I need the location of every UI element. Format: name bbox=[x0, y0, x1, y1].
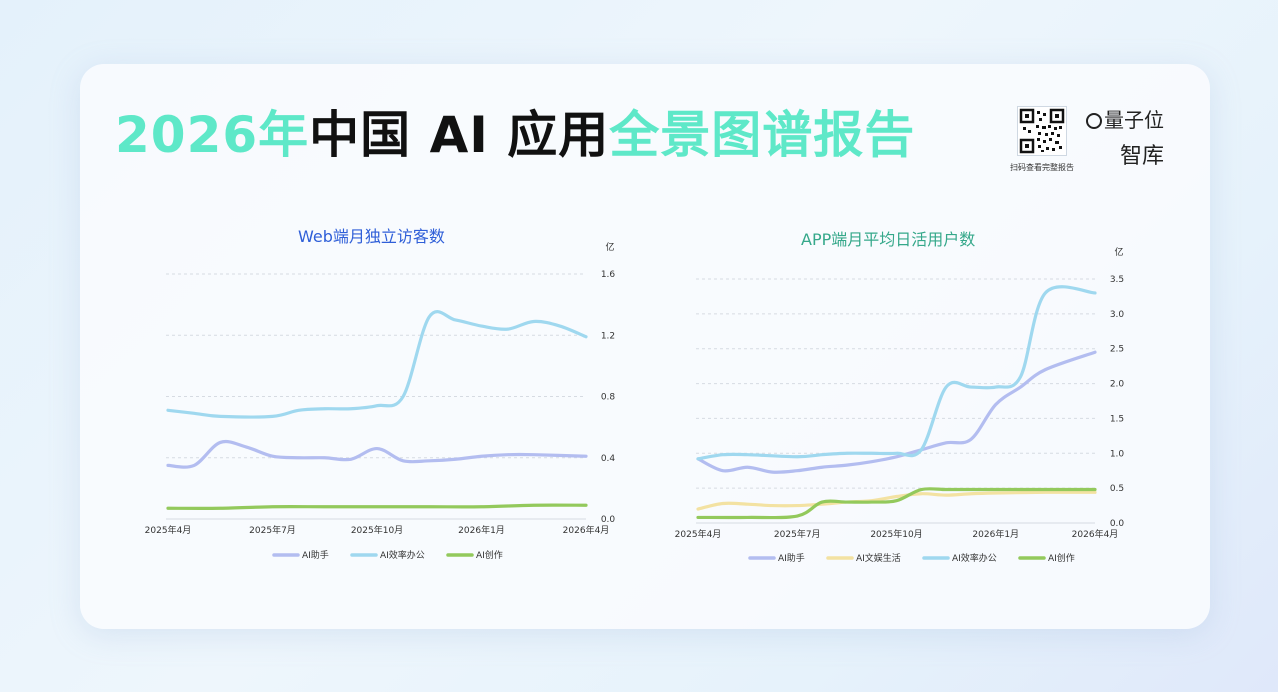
report-card bbox=[80, 64, 1210, 629]
chart-left-title: Web端月独立访客数 bbox=[298, 227, 445, 246]
legend-label: AI助手 bbox=[302, 549, 329, 561]
y-tick-label: 2.0 bbox=[1110, 380, 1125, 390]
y-tick-label: 1.6 bbox=[601, 270, 616, 280]
y-tick-label: 3.5 bbox=[1110, 275, 1124, 285]
series-line-3 bbox=[696, 487, 1097, 520]
legend-label: AI创作 bbox=[476, 549, 503, 561]
legend-label: AI文娱生活 bbox=[856, 552, 901, 564]
qr-caption: 扫码查看完整报告 bbox=[1010, 163, 1074, 172]
x-tick-label: 2025年10月 bbox=[870, 528, 922, 540]
x-tick-label: 2026年4月 bbox=[1072, 528, 1119, 540]
brand-logo: 量子位 bbox=[1086, 104, 1164, 133]
x-tick-label: 2026年1月 bbox=[458, 524, 505, 536]
series-line-2 bbox=[166, 503, 588, 510]
y-unit-label: 亿 bbox=[605, 241, 614, 253]
y-unit-label: 亿 bbox=[1114, 246, 1123, 258]
y-tick-label: 3.0 bbox=[1110, 310, 1125, 320]
y-tick-label: 0.0 bbox=[601, 515, 616, 525]
x-tick-label: 2025年4月 bbox=[675, 528, 722, 540]
legend-label: AI效率办公 bbox=[380, 549, 425, 561]
y-tick-label: 1.5 bbox=[1110, 414, 1124, 424]
y-tick-label: 1.2 bbox=[601, 331, 615, 341]
legend-label: AI创作 bbox=[1048, 552, 1075, 564]
series-line-0 bbox=[696, 350, 1097, 474]
series-line-1 bbox=[166, 310, 588, 419]
app-dau-chart: 亿 0.0 0.5 1.0 1.5 2.0 2.5 3.0 3.5 2025年4月 2025年7月 2… bbox=[675, 246, 1125, 564]
y-tick-label: 0.0 bbox=[1110, 519, 1125, 529]
title-tail: 全景图谱报告 bbox=[609, 106, 916, 164]
web-visitors-chart: 亿 0.0 0.4 0.8 1.2 1.6 2025年4月 2025年7月 2025年10月 20… bbox=[145, 241, 616, 561]
y-tick-label: 0.8 bbox=[601, 393, 616, 403]
y-tick-label: 2.5 bbox=[1110, 345, 1124, 355]
title-main: 中国 AI 应用 bbox=[309, 106, 610, 164]
y-tick-label: 0.4 bbox=[601, 454, 616, 464]
x-tick-label: 2025年10月 bbox=[351, 524, 403, 536]
x-tick-label: 2025年7月 bbox=[774, 528, 821, 540]
x-tick-label: 2026年4月 bbox=[563, 524, 610, 536]
x-tick-label: 2025年7月 bbox=[249, 524, 296, 536]
y-tick-label: 0.5 bbox=[1110, 484, 1124, 494]
legend-label: AI助手 bbox=[778, 552, 805, 564]
title-year: 2026年 bbox=[115, 106, 310, 164]
y-tick-label: 1.0 bbox=[1110, 449, 1125, 459]
qr-code-icon[interactable] bbox=[1017, 106, 1067, 156]
legend-label: AI效率办公 bbox=[952, 552, 997, 564]
brand-name: 量子位 bbox=[1104, 108, 1164, 132]
brand-sub: 智库 bbox=[1120, 144, 1165, 169]
x-tick-label: 2025年4月 bbox=[145, 524, 192, 536]
report-title: 2026年中国 AI 应用全景图谱报告 bbox=[115, 100, 915, 170]
series-line-0 bbox=[166, 439, 588, 469]
chart-right-title: APP端月平均日活用户数 bbox=[801, 230, 976, 249]
brand-q-icon bbox=[1086, 113, 1102, 129]
series-line-2 bbox=[696, 285, 1097, 461]
x-tick-label: 2026年1月 bbox=[972, 528, 1019, 540]
